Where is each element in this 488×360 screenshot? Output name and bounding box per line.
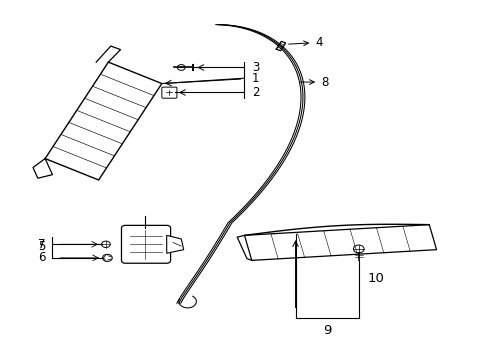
Text: 2: 2 (251, 86, 259, 99)
Text: 7: 7 (38, 238, 45, 251)
Polygon shape (244, 225, 436, 260)
Text: 1: 1 (251, 72, 259, 85)
Text: 6: 6 (38, 251, 45, 264)
FancyBboxPatch shape (121, 225, 170, 263)
FancyBboxPatch shape (162, 87, 177, 98)
Text: 8: 8 (300, 76, 327, 89)
Text: 9: 9 (322, 324, 331, 337)
Text: 5: 5 (38, 240, 45, 253)
Text: 4: 4 (288, 36, 322, 49)
Polygon shape (166, 235, 183, 253)
Text: 10: 10 (367, 272, 384, 285)
Text: 3: 3 (251, 61, 259, 74)
